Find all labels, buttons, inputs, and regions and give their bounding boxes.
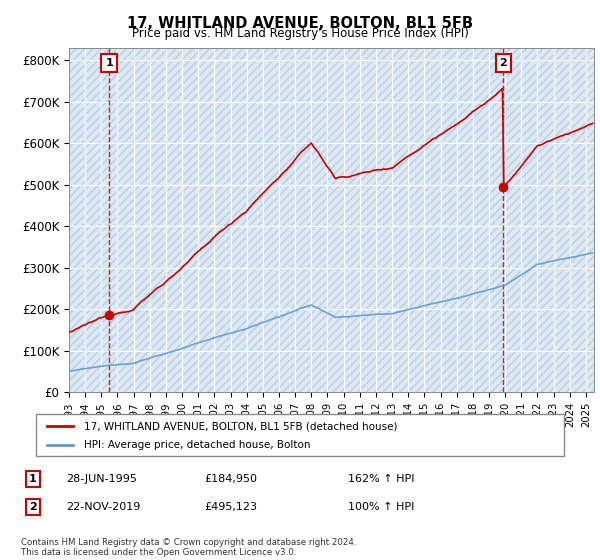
Text: 162% ↑ HPI: 162% ↑ HPI: [348, 474, 415, 484]
Text: 2: 2: [29, 502, 37, 512]
Text: 17, WHITLAND AVENUE, BOLTON, BL1 5FB (detached house): 17, WHITLAND AVENUE, BOLTON, BL1 5FB (de…: [83, 421, 397, 431]
Text: 1: 1: [106, 58, 113, 68]
Text: Price paid vs. HM Land Registry's House Price Index (HPI): Price paid vs. HM Land Registry's House …: [131, 27, 469, 40]
Text: HPI: Average price, detached house, Bolton: HPI: Average price, detached house, Bolt…: [83, 440, 310, 450]
Text: Contains HM Land Registry data © Crown copyright and database right 2024.
This d: Contains HM Land Registry data © Crown c…: [21, 538, 356, 557]
Text: 1: 1: [29, 474, 37, 484]
Text: 17, WHITLAND AVENUE, BOLTON, BL1 5FB: 17, WHITLAND AVENUE, BOLTON, BL1 5FB: [127, 16, 473, 31]
Text: £495,123: £495,123: [204, 502, 257, 512]
Text: 28-JUN-1995: 28-JUN-1995: [66, 474, 137, 484]
Text: 22-NOV-2019: 22-NOV-2019: [66, 502, 140, 512]
Text: 100% ↑ HPI: 100% ↑ HPI: [348, 502, 415, 512]
FancyBboxPatch shape: [36, 414, 564, 456]
Text: 2: 2: [500, 58, 507, 68]
Text: £184,950: £184,950: [204, 474, 257, 484]
